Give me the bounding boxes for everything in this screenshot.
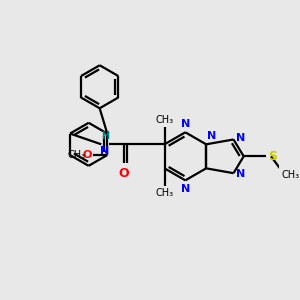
- Text: N: N: [236, 169, 245, 179]
- Text: N: N: [100, 146, 110, 156]
- Text: O: O: [82, 150, 92, 160]
- Text: CH₃: CH₃: [282, 170, 300, 180]
- Text: CH₃: CH₃: [68, 150, 86, 160]
- Text: N: N: [207, 130, 217, 140]
- Text: H: H: [101, 131, 109, 141]
- Text: CH₃: CH₃: [155, 188, 174, 198]
- Text: S: S: [268, 150, 277, 163]
- Text: CH₃: CH₃: [155, 115, 174, 124]
- Text: N: N: [236, 133, 245, 143]
- Text: N: N: [181, 184, 190, 194]
- Text: N: N: [181, 118, 190, 128]
- Text: O: O: [119, 167, 129, 180]
